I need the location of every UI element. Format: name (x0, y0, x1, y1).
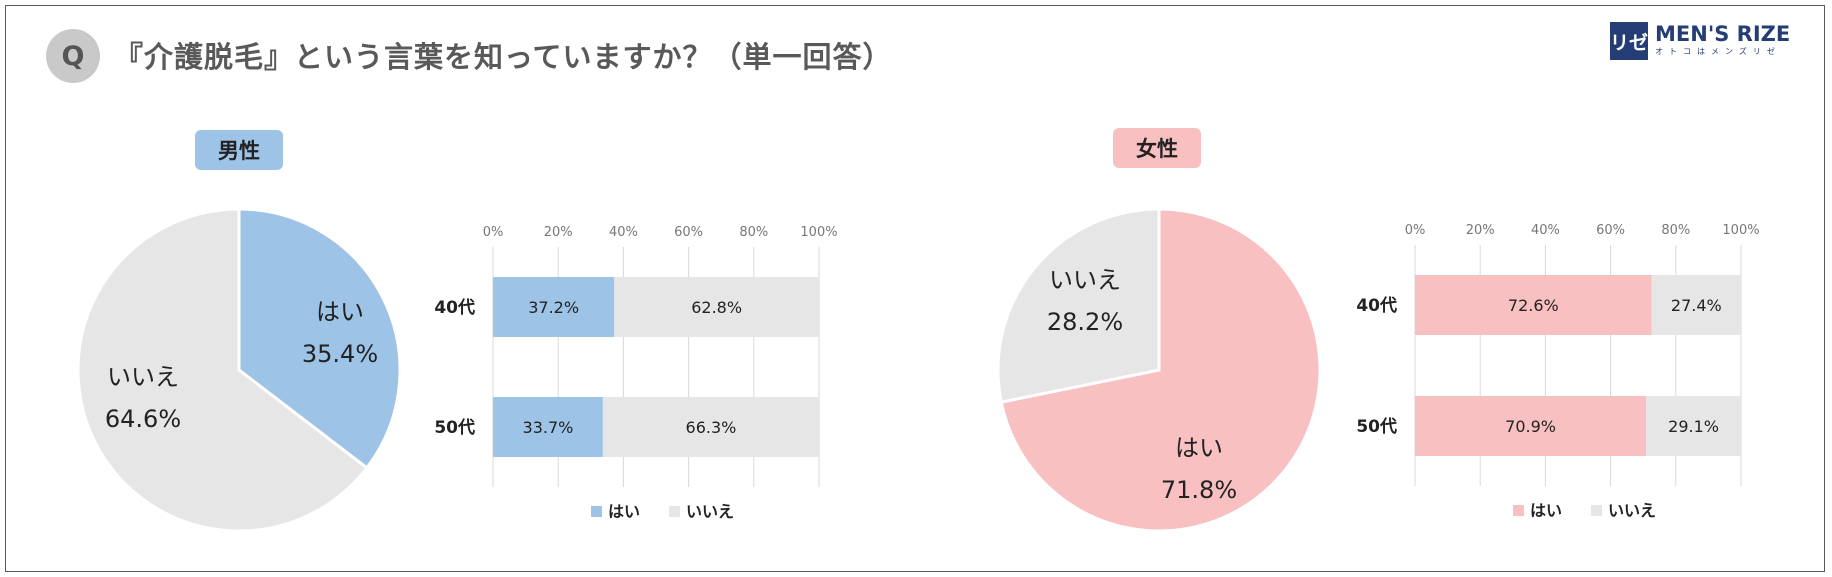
logo-tagline: オトコはメンズリゼ (1655, 47, 1781, 56)
female-x-tick-5: 100% (1722, 223, 1759, 238)
male-category-label-1: 50代 (434, 417, 475, 438)
male-bar-0-1 (614, 277, 819, 337)
female-legend-label-0: はい (1530, 501, 1562, 520)
male-bar-label-1-0: 33.7% (523, 418, 574, 437)
male-pie-label-0: はい (316, 298, 364, 326)
male-bar-label-0-0: 37.2% (528, 298, 579, 317)
male-bar-1-1 (602, 397, 819, 457)
male-x-tick-5: 100% (800, 225, 837, 240)
male-x-tick-3: 60% (674, 225, 703, 240)
female-bar-label-1-0: 70.9% (1505, 417, 1556, 436)
male-bar-label-1-1: 66.3% (686, 418, 737, 437)
female-x-tick-3: 60% (1596, 223, 1625, 238)
female-bar-1-1 (1646, 396, 1741, 456)
female-pie-slice-1 (996, 207, 1161, 404)
female-panel-label: 女性 (1113, 128, 1201, 168)
male-category-label-0: 40代 (434, 297, 475, 318)
question-title: 『介護脱毛』という言葉を知っていますか？（単一回答） (114, 40, 893, 74)
male-x-tick-4: 80% (739, 225, 768, 240)
male-pie-value-1: 64.6% (105, 405, 181, 433)
logo-text: MEN'S RIZE オトコはメンズリゼ (1655, 22, 1790, 58)
female-category-label-1: 50代 (1356, 416, 1397, 437)
female-x-tick-4: 80% (1661, 223, 1690, 238)
male-pie-slice-1 (76, 207, 369, 533)
male-x-tick-1: 20% (544, 225, 573, 240)
male-legend-swatch-0 (591, 506, 602, 517)
female-x-tick-0: 0% (1405, 223, 1426, 238)
female-pie-slice-0 (999, 207, 1322, 533)
male-bar-0-0 (493, 277, 615, 337)
logo-brand: MEN'S RIZE (1655, 22, 1791, 46)
male-legend-label-1: いいえ (686, 502, 734, 521)
male-pie-label-1: いいえ (107, 363, 179, 391)
male-legend-label-0: はい (608, 502, 640, 521)
chart-frame (5, 5, 1825, 572)
male-panel-label: 男性 (195, 130, 283, 170)
male-x-tick-2: 40% (609, 225, 638, 240)
female-pie-label-0: はい (1175, 434, 1223, 462)
male-bar-1-0 (493, 397, 603, 457)
female-legend-label-1: いいえ (1608, 501, 1656, 520)
male-pie-value-0: 35.4% (302, 340, 378, 368)
female-pie-label-1: いいえ (1049, 266, 1121, 294)
female-pie-value-0: 71.8% (1161, 476, 1237, 504)
female-x-tick-1: 20% (1466, 223, 1495, 238)
male-bar-label-0-1: 62.8% (691, 298, 742, 317)
female-bar-0-0 (1415, 275, 1652, 335)
brand-logo: リゼ MEN'S RIZE オトコはメンズリゼ (1610, 22, 1790, 62)
female-bar-label-0-1: 27.4% (1671, 296, 1722, 315)
male-legend-swatch-1 (669, 506, 680, 517)
male-pie-slice-0 (237, 207, 402, 470)
female-x-tick-2: 40% (1531, 223, 1560, 238)
female-bar-label-0-0: 72.6% (1508, 296, 1559, 315)
female-bar-label-1-1: 29.1% (1668, 417, 1719, 436)
female-bar-1-0 (1415, 396, 1647, 456)
male-x-tick-0: 0% (483, 225, 504, 240)
female-category-label-0: 40代 (1356, 295, 1397, 316)
female-pie-value-1: 28.2% (1047, 308, 1123, 336)
female-bar-0-1 (1651, 275, 1741, 335)
question-badge: Q (46, 29, 100, 83)
female-legend-swatch-0 (1513, 505, 1524, 516)
logo-mark: リゼ (1610, 22, 1648, 60)
female-legend-swatch-1 (1591, 505, 1602, 516)
